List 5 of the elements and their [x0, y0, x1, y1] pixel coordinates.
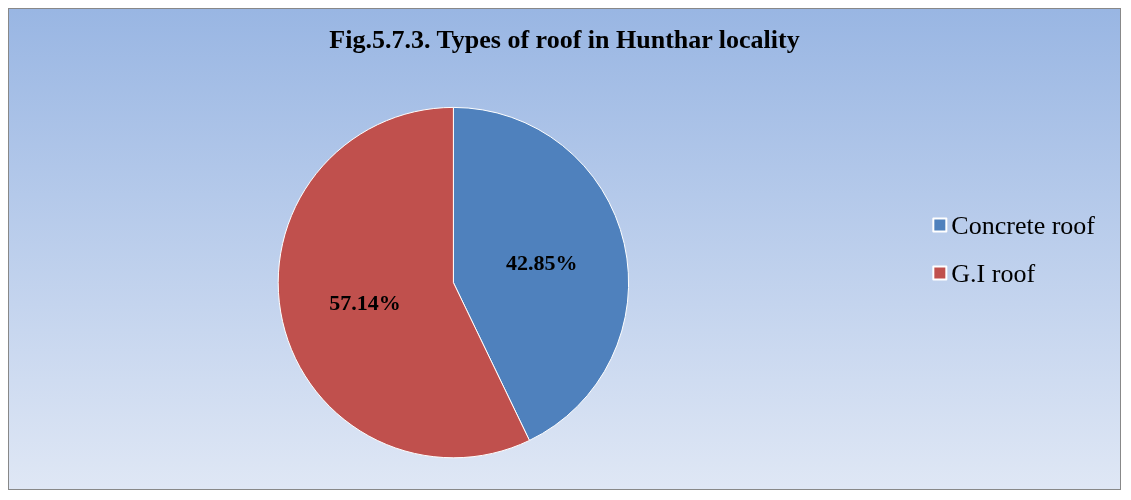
data-label: 57.14%: [329, 290, 401, 316]
legend-label: G.I roof: [951, 258, 1036, 288]
data-label: 42.85%: [505, 249, 578, 275]
chart-title: Fig.5.7.3. Types of roof in Hunthar locality: [329, 24, 800, 54]
legend-label: Concrete roof: [951, 210, 1096, 240]
